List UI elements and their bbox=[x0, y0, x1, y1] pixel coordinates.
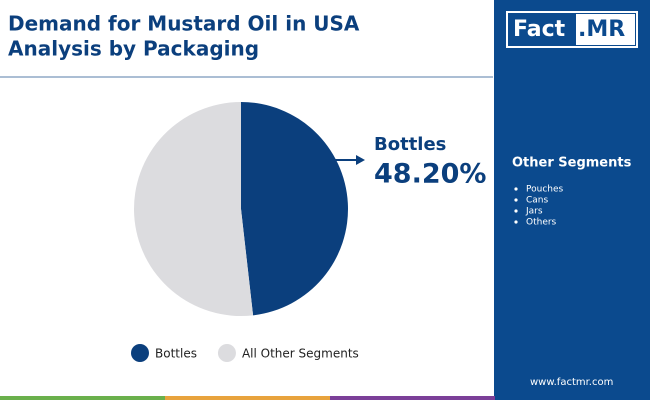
logo-text: Fact bbox=[513, 17, 566, 42]
chart-title: Analysis by Packaging bbox=[8, 37, 259, 61]
legend-swatch bbox=[217, 344, 236, 362]
sidebar-item: Pouches bbox=[526, 185, 564, 195]
website: www.factmr.com bbox=[530, 377, 613, 388]
legend-label: All Other Segments bbox=[242, 347, 359, 361]
value-label: 48.20% bbox=[374, 159, 486, 190]
footer-stripe bbox=[165, 396, 330, 400]
logo-box bbox=[576, 14, 635, 45]
chart-title: Demand for Mustard Oil in USA bbox=[8, 12, 360, 36]
footer-stripe bbox=[330, 396, 495, 400]
pie-slice bbox=[241, 102, 348, 316]
footer-stripe bbox=[495, 396, 650, 400]
pie-slice bbox=[133, 102, 254, 316]
bullet bbox=[514, 187, 518, 191]
bullet bbox=[514, 198, 518, 202]
annotation-category: Bottles bbox=[374, 134, 446, 155]
bullet bbox=[514, 220, 518, 224]
bullet bbox=[514, 209, 518, 213]
sidebar-item: Cans bbox=[526, 196, 549, 206]
legend-swatch bbox=[131, 344, 149, 362]
logo-frame bbox=[506, 11, 638, 48]
logo-text: .MR bbox=[578, 17, 625, 42]
annotation-arrowhead bbox=[356, 155, 365, 165]
legend-label: Bottles bbox=[155, 347, 197, 361]
sidebar-item: Others bbox=[526, 218, 557, 228]
sidebar bbox=[494, 0, 650, 396]
footer-stripe bbox=[0, 396, 165, 400]
sidebar-item: Jars bbox=[525, 207, 543, 217]
sidebar-heading: Other Segments bbox=[512, 156, 632, 171]
